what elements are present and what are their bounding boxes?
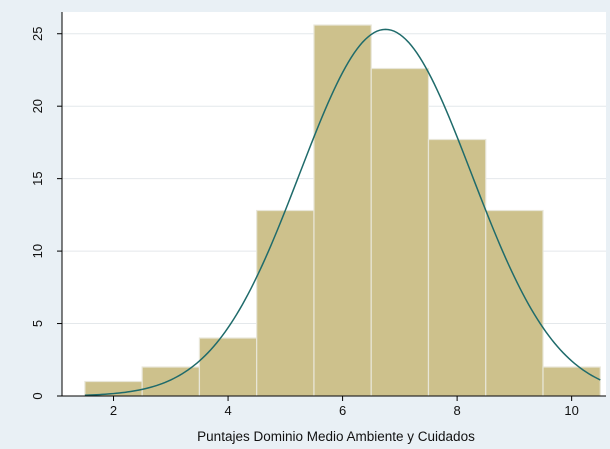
y-tick-label-15: 15 [30,171,45,185]
x-axis-title: Puntajes Dominio Medio Ambiente y Cuidad… [197,429,475,444]
x-tick-label-4: 4 [224,403,231,418]
x-axis-ticks: 2 4 6 8 10 [110,396,579,418]
x-tick-label-6: 6 [339,403,346,418]
histogram-bar-6 [427,138,487,397]
histogram-bar-2 [198,337,258,397]
histogram-bar-7 [485,209,544,397]
histogram-bars [84,24,601,397]
x-tick-label-8: 8 [453,403,460,418]
histogram-bar-4 [313,24,372,397]
histogram-bar-3 [256,209,315,397]
histogram-bar-8 [542,366,601,397]
y-tick-label-25: 25 [30,27,45,41]
y-tick-label-5: 5 [30,320,45,327]
histogram-bar-5 [370,67,430,397]
normal-density-curve [84,28,601,396]
y-tick-label-10: 10 [30,244,45,258]
x-tick-label-10: 10 [564,403,578,418]
y-tick-label-20: 20 [30,99,45,113]
y-axis-ticks: 0 5 10 15 20 25 [30,27,62,400]
histogram-bar-1 [141,366,201,397]
y-tick-label-0: 0 [30,392,45,399]
x-tick-label-2: 2 [110,403,117,418]
